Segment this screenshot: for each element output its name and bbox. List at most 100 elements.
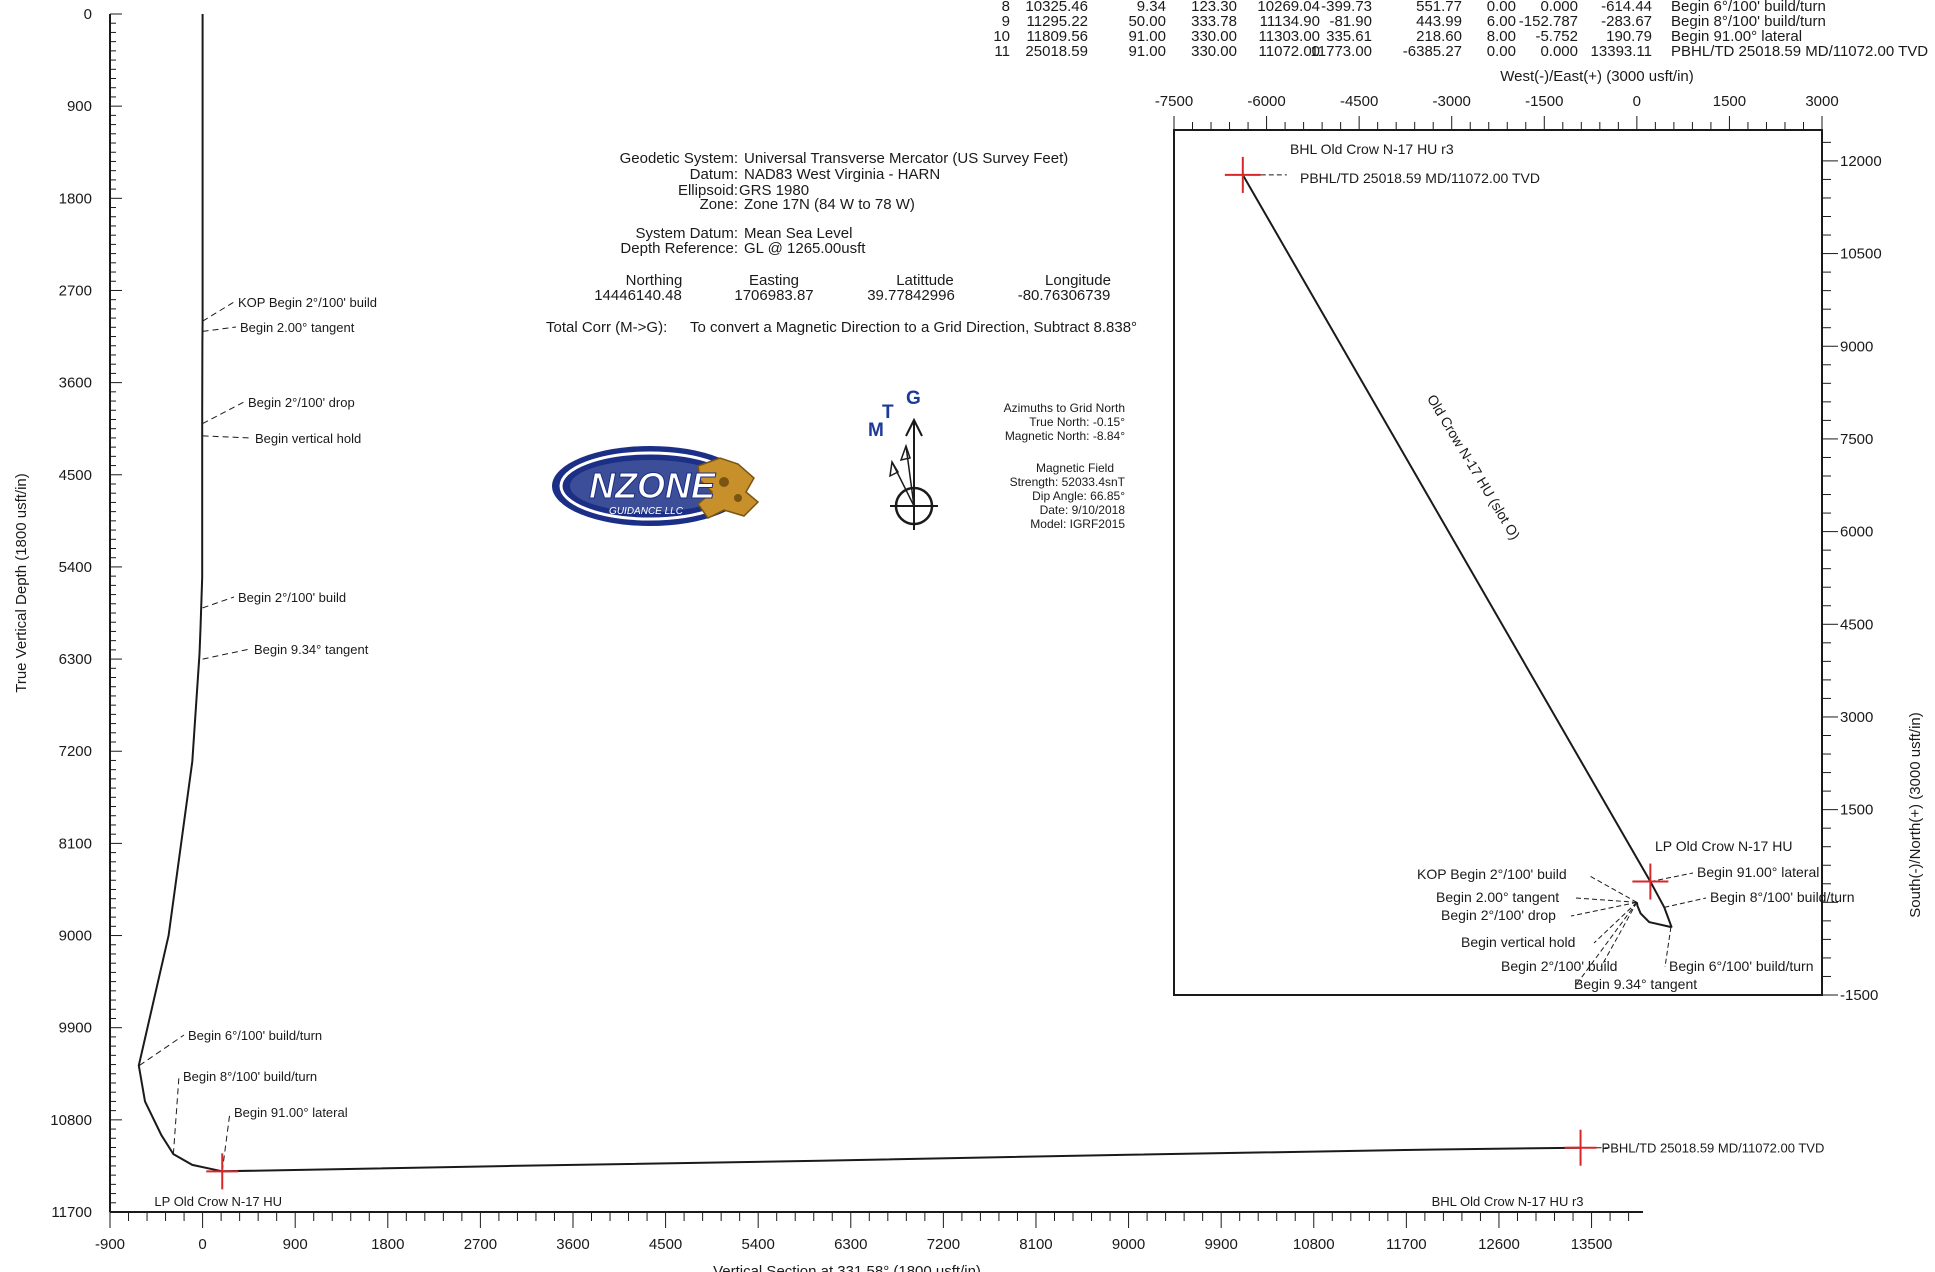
survey-annotation: PBHL/TD 25018.59 MD/11072.00 TVD (1671, 43, 1929, 60)
azimuths-title: Azimuths to Grid North (1003, 401, 1125, 415)
annotation-leader (202, 596, 235, 609)
x-tick-label: -900 (95, 1236, 125, 1253)
plan-annotation-leader (1664, 897, 1707, 908)
survey-cell-inc: 91.00 (1128, 43, 1166, 60)
annotation-leader (139, 1034, 185, 1066)
plan-y-tick-label: 3000 (1840, 709, 1873, 726)
survey-annotation: Begin 6°/100' build/turn (1671, 0, 1826, 15)
plan-annotation-label: Begin 91.00° lateral (1697, 864, 1819, 880)
y-tick-label: 8100 (59, 835, 92, 852)
plan-x-tick-label: 0 (1633, 93, 1641, 110)
plan-pbhl-label: PBHL/TD 25018.59 MD/11072.00 TVD (1300, 170, 1540, 186)
survey-cell-tvd: 11303.00 (1258, 28, 1320, 45)
y-tick-label: 6300 (59, 651, 92, 668)
survey-cell-tface: 0.000 (1540, 0, 1578, 15)
dip-angle: Dip Angle: 66.85° (1032, 489, 1125, 503)
total-correction-text: To convert a Magnetic Direction to a Gri… (690, 319, 1138, 336)
y-tick-label: 5400 (59, 559, 92, 576)
plan-annotation-leader (1587, 874, 1638, 903)
plan-y-tick-label: 7500 (1840, 431, 1873, 448)
system-datum-value: Mean Sea Level (744, 225, 853, 242)
annotation-label: Begin 2.00° tangent (240, 320, 355, 335)
survey-cell-ew: 218.60 (1416, 28, 1462, 45)
plan-annotation-leader (1570, 901, 1637, 917)
survey-cell-md: 25018.59 (1025, 43, 1088, 60)
survey-cell-ns: -81.90 (1329, 13, 1372, 30)
survey-cell-inc: 91.00 (1128, 28, 1166, 45)
y-axis-title: True Vertical Depth (1800 usft/in) (13, 473, 30, 693)
survey-cell-ns: -399.73 (1321, 0, 1372, 15)
survey-cell-dleg: 0.00 (1486, 0, 1516, 15)
annotation-leader (221, 1111, 231, 1172)
magnetic-north-value: Magnetic North: -8.84° (1004, 429, 1125, 443)
survey-cell-azi: 330.00 (1191, 43, 1237, 60)
plan-y-tick-label: 9000 (1840, 338, 1873, 355)
survey-cell-sec: 11 (994, 43, 1010, 60)
easting-value: 1706983.87 (734, 287, 814, 304)
vertical-section-plot: 0900180027003600450054006300720081009000… (13, 6, 1824, 1272)
annotation-label: Begin 9.34° tangent (254, 642, 369, 657)
plan-annotation-label: Begin 6°/100' build/turn (1669, 958, 1813, 974)
survey-cell-ew: -6385.27 (1402, 43, 1462, 60)
plan-y-tick-label: 10500 (1840, 246, 1882, 263)
logo-wordmark: NZONE (589, 465, 716, 506)
plan-x-tick-label: -3000 (1433, 93, 1471, 110)
plan-y-tick-label: 12000 (1840, 153, 1882, 170)
x-tick-label: 6300 (834, 1236, 867, 1253)
survey-cell-azi: 333.78 (1191, 13, 1237, 30)
latitude-header: Latittude (896, 272, 954, 289)
annotation-leader (202, 301, 235, 322)
true-north-value: True North: -0.15° (1029, 415, 1125, 429)
survey-cell-dleg: 8.00 (1486, 28, 1516, 45)
northing-value: 14446140.48 (594, 287, 682, 304)
x-tick-label: 5400 (741, 1236, 774, 1253)
plan-y-tick-label: 6000 (1840, 524, 1873, 541)
survey-cell-vsect: -614.44 (1601, 0, 1652, 15)
plan-annotation-leader (1650, 872, 1694, 883)
y-tick-label: 3600 (59, 375, 92, 392)
true-north-arrow (905, 445, 915, 507)
survey-cell-sec: 8 (1001, 0, 1010, 15)
x-tick-label: 7200 (927, 1236, 960, 1253)
x-tick-label: 900 (283, 1236, 308, 1253)
survey-cell-tface: 0.000 (1540, 43, 1578, 60)
x-tick-label: 0 (198, 1236, 206, 1253)
plan-x-tick-label: -7500 (1155, 93, 1193, 110)
y-tick-label: 11700 (51, 1204, 92, 1221)
lp-target-label: LP Old Crow N-17 HU (154, 1194, 282, 1209)
plan-y-axis-title: South(-)/North(+) (3000 usft/in) (1907, 712, 1924, 918)
plan-x-tick-label: 1500 (1713, 93, 1746, 110)
x-axis-title: Vertical Section at 331.58° (1800 usft/i… (713, 1263, 981, 1272)
survey-cell-ns: 335.61 (1326, 28, 1372, 45)
survey-cell-vsect: -283.67 (1601, 13, 1652, 30)
annotation-label: Begin 8°/100' build/turn (183, 1069, 317, 1084)
x-tick-label: 12600 (1478, 1236, 1520, 1253)
bhl-label: BHL Old Crow N-17 HU r3 (1432, 1194, 1584, 1209)
plan-y-tick-label: 1500 (1840, 802, 1873, 819)
plan-lp-label: LP Old Crow N-17 HU (1655, 838, 1792, 854)
plan-view-frame (1173, 129, 1823, 996)
datum-label: Datum: (689, 166, 738, 183)
annotation-leader (202, 435, 252, 439)
plan-annotation-leader (1593, 901, 1638, 944)
well-path-plan (1241, 174, 1673, 929)
plan-view-plot: -7500 -6000 -4500 -3000 -1500 0 1500 3000 -1500 1… (1155, 68, 1924, 1004)
ellipsoid-label: Ellipsoid: (677, 182, 738, 199)
annotation-label: Begin vertical hold (255, 431, 361, 446)
survey-cell-md: 11809.56 (1026, 28, 1088, 45)
survey-cell-dleg: 6.00 (1486, 13, 1516, 30)
plan-x-axis-title: West(-)/East(+) (3000 usft/in) (1500, 68, 1694, 85)
survey-cell-vsect: 13393.11 (1590, 43, 1652, 60)
y-tick-label: 0 (84, 6, 92, 23)
depth-reference-label: Depth Reference: (620, 240, 738, 257)
y-tick-label: 1800 (59, 190, 92, 207)
logo-drill-bit (696, 457, 760, 519)
pbhl-label: PBHL/TD 25018.59 MD/11072.00 TVD (1602, 1141, 1825, 1156)
logo-subtext: GUIDANCE LLC (609, 506, 684, 517)
longitude-value: -80.76306739 (1017, 287, 1111, 304)
survey-annotation: Begin 8°/100' build/turn (1671, 13, 1826, 30)
survey-cell-azi: 330.00 (1191, 28, 1237, 45)
plan-annotation-label: Begin 2°/100' build (1501, 958, 1617, 974)
total-correction-label: Total Corr (M->G): (546, 319, 668, 336)
